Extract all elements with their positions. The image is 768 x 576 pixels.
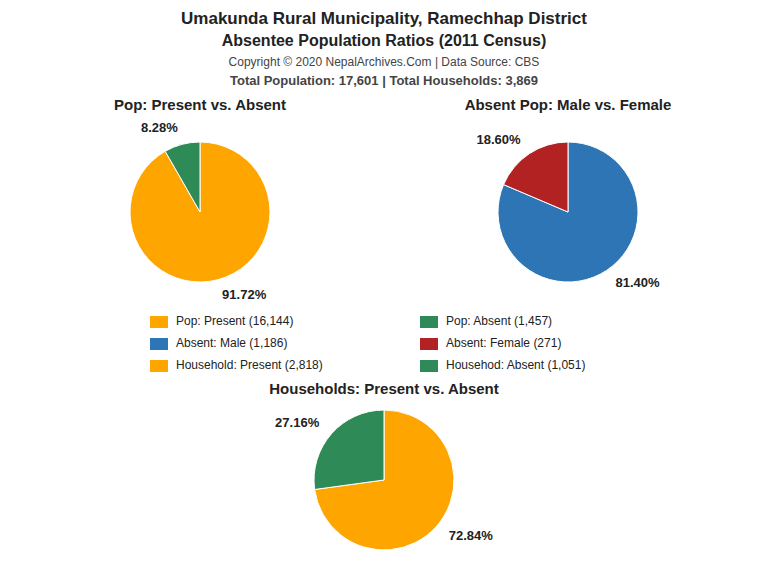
annotation: Copyright © 2020 NepalArchives.Com | Dat… — [229, 55, 540, 69]
data-label: 72.84% — [449, 528, 494, 543]
legend-swatch — [150, 360, 168, 372]
pie-slice — [498, 142, 638, 282]
slices — [498, 142, 638, 282]
annotation: Total Population: 17,601 | Total Househo… — [230, 73, 538, 88]
pie-slice — [504, 142, 568, 212]
data-label: 8.28% — [141, 120, 178, 135]
pie-slice — [314, 410, 384, 489]
slices — [314, 410, 454, 550]
pie-slice — [165, 142, 200, 212]
pie-chart: Pop: Present vs. Absent 91.72% 8.28% — [114, 96, 286, 302]
legend-label: Absent: Female (271) — [446, 336, 561, 350]
title: Umakunda Rural Municipality, Ramechhap D… — [181, 9, 587, 28]
subtitle: Absentee Population Ratios (2011 Census) — [222, 32, 547, 49]
chart-title: Absent Pop: Male vs. Female — [465, 96, 672, 113]
legend-label: Household: Present (2,818) — [176, 358, 323, 372]
pie-chart: Households: Present vs. Absent 72.84% 27.1… — [269, 380, 499, 550]
legend-swatch — [150, 338, 168, 350]
data-label: 27.16% — [275, 415, 320, 430]
legend: Pop: Present (16,144) Pop: Absent (1,457)… — [150, 314, 585, 372]
pie-slice — [130, 142, 270, 282]
legend-label: Househod: Absent (1,051) — [446, 358, 585, 372]
chart-title: Pop: Present vs. Absent — [114, 96, 286, 113]
legend-label: Absent: Male (1,186) — [176, 336, 287, 350]
legend-swatch — [150, 316, 168, 328]
slices — [130, 142, 270, 282]
data-label: 81.40% — [615, 275, 660, 290]
data-label: 91.72% — [222, 287, 267, 302]
legend-label: Pop: Absent (1,457) — [446, 314, 552, 328]
chart-title: Households: Present vs. Absent — [269, 380, 499, 397]
pie-slice — [315, 410, 454, 550]
legend-swatch — [420, 360, 438, 372]
legend-label: Pop: Present (16,144) — [176, 314, 293, 328]
chart-root: Umakunda Rural Municipality, Ramechhap D… — [0, 0, 768, 576]
legend-swatch — [420, 338, 438, 350]
data-label: 18.60% — [476, 132, 521, 147]
pie-chart: Absent Pop: Male vs. Female 81.40% 18.60% — [465, 96, 672, 290]
legend-swatch — [420, 316, 438, 328]
